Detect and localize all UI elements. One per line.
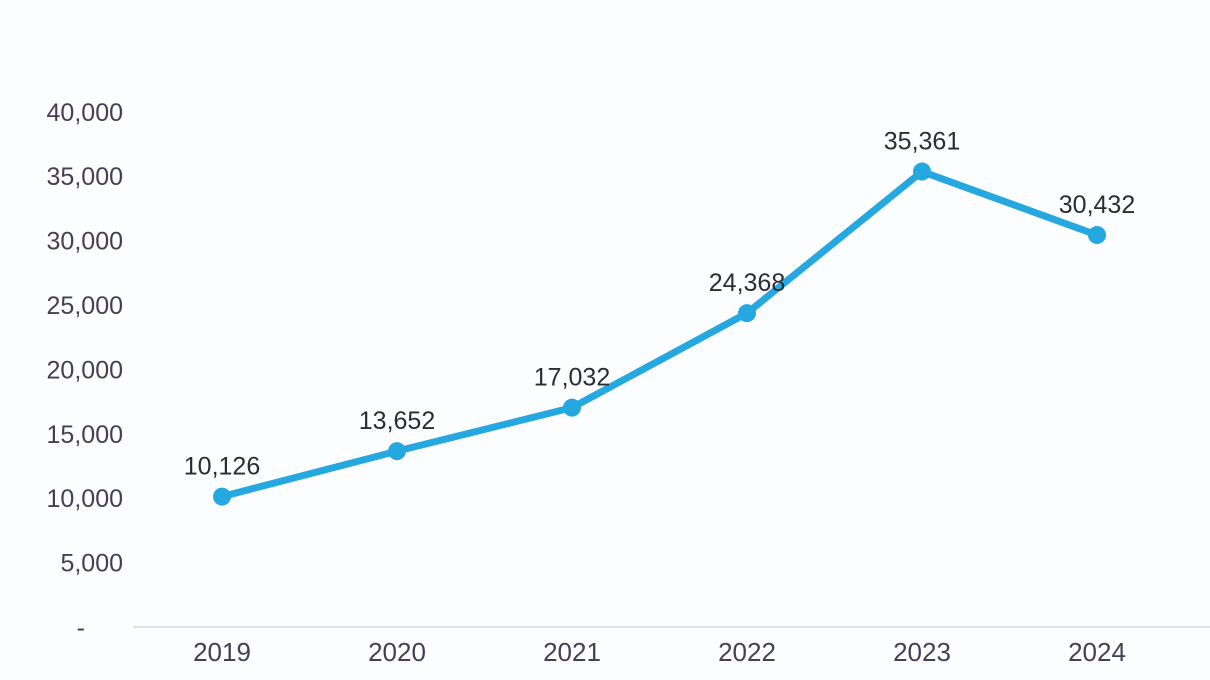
y-axis-tick-label: 15,000 xyxy=(47,421,123,449)
data-point-label: 17,032 xyxy=(534,364,610,392)
y-axis-tick-label: 30,000 xyxy=(47,228,123,256)
y-axis-tick-label: - xyxy=(77,614,85,642)
y-axis-tick-label: 5,000 xyxy=(60,550,123,578)
x-axis-tick-label: 2023 xyxy=(893,637,951,667)
x-axis-tick-label: 2024 xyxy=(1068,637,1126,667)
data-point-marker xyxy=(738,304,756,323)
y-axis-tick-label: 25,000 xyxy=(47,292,123,320)
data-point-label: 30,432 xyxy=(1059,191,1135,219)
data-point-marker xyxy=(913,162,931,181)
y-axis-tick-label: 10,000 xyxy=(47,485,123,513)
y-axis-tick-label: 20,000 xyxy=(47,356,123,384)
data-point-label: 10,126 xyxy=(184,453,260,481)
data-point-label: 35,361 xyxy=(884,128,960,156)
x-axis-tick-label: 2019 xyxy=(193,637,251,667)
series-line xyxy=(218,168,1101,501)
data-point-marker xyxy=(388,442,406,461)
data-point-label: 24,368 xyxy=(709,269,785,297)
data-point-marker xyxy=(1088,226,1106,245)
x-axis-tick-label: 2020 xyxy=(368,637,426,667)
data-point-marker xyxy=(563,398,581,417)
data-point-label: 13,652 xyxy=(359,407,435,435)
data-point-marker xyxy=(213,487,231,506)
y-axis-tick-label: 40,000 xyxy=(47,99,123,127)
x-axis-tick-label: 2021 xyxy=(543,637,601,667)
x-axis-tick-label: 2022 xyxy=(718,637,776,667)
y-axis-tick-label: 35,000 xyxy=(47,163,123,191)
